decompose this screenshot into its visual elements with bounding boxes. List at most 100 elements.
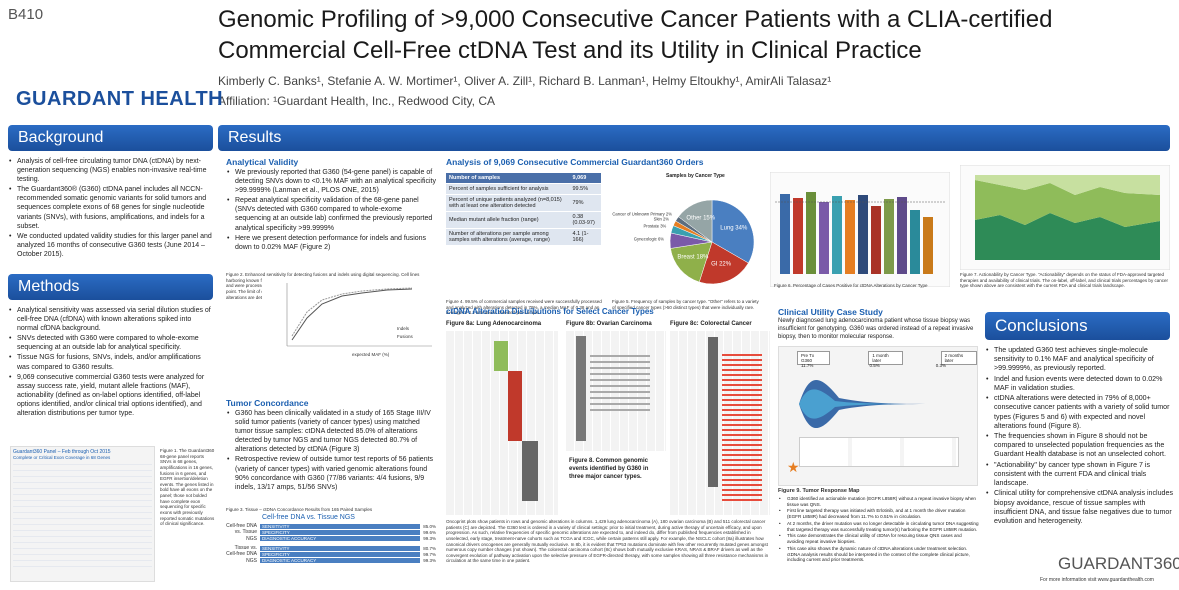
metric-name: SPECIFICITY (262, 530, 290, 535)
methods-bullet: 9,069 consecutive commercial G360 tests … (8, 373, 213, 418)
concordance-group: Tissue vs. Cell-free DNA NGS SENSITIVITY… (226, 545, 436, 564)
sensitivity-plot: Indels Fusions expected MAF (%) (262, 278, 437, 360)
gene-panel-subtitle: Complete or Critical Exon Coverage in 68… (13, 455, 111, 460)
methods-bullet: Tissue NGS for fusions, SNVs, indels, an… (8, 353, 213, 371)
concordance-group: Cell-free DNA vs. Tissue NGS SENSITIVITY… (226, 523, 436, 542)
pie-label: GI 22% (711, 261, 732, 267)
pie-label: Cancer of Unknown Primary 2% (612, 211, 672, 216)
fig8b-title: Figure 8b: Ovarian Carcinoma (566, 321, 652, 327)
background-heading: Background (8, 125, 213, 151)
fig3-caption: Figure 3. Tissue – ctDNA Concordance Res… (226, 507, 373, 512)
gene-panel-title: Guardant360 Panel – Feb through Oct 2015 (13, 449, 111, 455)
timeline-2m: 2 months later (940, 351, 977, 365)
tumor-response-map: Pre Tx G360 1 month later 2 months later… (778, 346, 978, 486)
conclusions-heading: Conclusions (985, 312, 1170, 340)
analytical-list: We previously reported that G360 (54-gen… (226, 168, 436, 253)
metric-value: 80.7% (420, 546, 436, 551)
oncoprint-lung (446, 331, 558, 515)
maf-2m: 0.3% (935, 363, 946, 368)
oncoprint-colorectal (670, 331, 770, 515)
methods-list: Analytical sensitivity was assessed via … (8, 306, 213, 419)
response-stream (799, 379, 939, 429)
star-icon: ★ (787, 459, 800, 475)
pie-slice-other (678, 199, 713, 243)
maf-1m: 0.5% (869, 363, 880, 368)
fig3-title: Cell-free DNA vs. Tissue NGS (262, 514, 355, 521)
oncoprint-ovarian (566, 331, 666, 451)
metric-name: DIAGNOSTIC ACCURACY (262, 558, 317, 563)
guardant360-logo: GUARDANT360 (1058, 554, 1179, 573)
fig7-caption: Figure 7. Actionability by Cancer Type. … (960, 272, 1168, 289)
case-list: G360 identified an actionable mutation (… (778, 496, 980, 564)
case-intro: Newly diagnosed lung adenocarcinoma pati… (778, 318, 974, 340)
metric-value: 85.0% (420, 524, 436, 529)
table-cell: 99.5% (569, 183, 601, 195)
timeline-pre: Pre Tx G360 (797, 351, 831, 365)
case-bullet: At 2 months, the driver mutation was no … (778, 521, 980, 532)
positive-rate-chart (770, 172, 950, 287)
metric-name: SENSITIVITY (262, 546, 290, 551)
concordance-bullet: Retrospective review of outside tumor te… (226, 455, 436, 491)
conclusion-bullet: The updated G360 test achieves single-mo… (985, 346, 1173, 374)
analytical-validity-heading: Analytical Validity (226, 157, 299, 167)
on-label-area (975, 213, 1160, 260)
group-label: Tissue vs. Cell-free DNA NGS (226, 545, 257, 564)
table-cell: 9,069 (569, 173, 601, 184)
indels-line (291, 288, 413, 341)
fig4-caption: Figure 4. 99.5% of commercial samples re… (446, 299, 602, 316)
results-heading: Results (218, 125, 1170, 151)
pie-slice-breast (670, 241, 713, 283)
pie-label: Breast 18% (677, 254, 709, 260)
metric-value: 99.6% (420, 530, 436, 535)
table-cell: 0.38 (0.03-97) (569, 211, 601, 229)
case-bullet: This case also shows the dynamic nature … (778, 546, 980, 563)
legend-fusions: Fusions (397, 334, 414, 339)
fig8-note: Figure 8. Common genomic events identifi… (569, 458, 649, 480)
group-label: Cell-free DNA vs. Tissue NGS (226, 523, 257, 542)
trials-area (975, 175, 1160, 195)
distribution-heading: ctDNA Alteration Distributions for Selec… (446, 307, 654, 316)
authors: Kimberly C. Banks¹, Stefanie A. W. Morti… (218, 74, 832, 88)
timeline-1m: 1 month later (868, 351, 903, 365)
methods-bullet: SNVs detected with G360 were compared to… (8, 334, 213, 352)
fig5-caption: Figure 5. Frequency of samples by cancer… (612, 299, 759, 310)
case-bullet: This case demonstrates the clinical util… (778, 533, 980, 544)
analytical-bullet: Here we present detection performance fo… (226, 234, 436, 252)
pie-label: Lung 34% (720, 225, 748, 231)
pie-slice-gi (698, 241, 749, 285)
concordance-bullet: G360 has been clinically validated in a … (226, 409, 436, 454)
pie-slice-lung (711, 199, 755, 264)
concordance-table: Cell-free DNA vs. Tissue NGS SENSITIVITY… (226, 523, 436, 564)
cancer-type-pie: Lung 34% GI 22%Breast 18% Gynecologic 6% Pr… (612, 199, 755, 285)
table-cell: Number of samples (446, 173, 570, 184)
analysis-table: Number of samples 9,069 Percent of sample… (446, 173, 601, 246)
table-cell: Percent of samples sufficient for analys… (446, 183, 570, 195)
maf-pre: 11.7% (801, 363, 814, 368)
fusions-line (291, 287, 413, 337)
concordance-list: G360 has been clinically validated in a … (226, 409, 436, 493)
case-bullet: First line targeted therapy was initiate… (778, 508, 980, 519)
poster-id: B410 (8, 6, 44, 23)
case-bullet: G360 identified an actionable mutation (… (778, 496, 980, 507)
table-cell: Median mutant allele fraction (range) (446, 211, 570, 229)
affiliation: Affiliation: ¹Guardant Health, Inc., Red… (218, 94, 496, 108)
pie-label: Skin 2% (654, 217, 670, 222)
fig6-caption: Figure 6. Percentage of Cases Positive f… (774, 283, 928, 288)
background-list: Analysis of cell-free circulating tumor … (8, 157, 213, 260)
legend-indels: Indels (397, 326, 410, 331)
pie-title: Samples by Cancer Type (666, 173, 725, 179)
off-label-area (975, 180, 1160, 227)
table-cell: Number of alterations per sample among s… (446, 228, 570, 246)
analysis-heading: Analysis of 9,069 Consecutive Commercial… (446, 157, 704, 167)
fig9-caption: Figure 9. Tumor Response Map (778, 488, 860, 494)
fig8a-title: Figure 8a: Lung Adenocarcinoma (446, 321, 542, 327)
metric-name: SENSITIVITY (262, 524, 290, 529)
background-bullet: The Guardant360® (G360) ctDNA panel incl… (8, 185, 213, 230)
background-bullet: We conducted updated validity studies fo… (8, 232, 213, 259)
analytical-bullet: Repeat analytical specificity validation… (226, 196, 436, 232)
footer-link[interactable]: For more information visit www.guardanth… (1040, 577, 1154, 583)
background-bullet: Analysis of cell-free circulating tumor … (8, 157, 213, 184)
metric-value: 99.3% (420, 558, 436, 563)
fig8-caption: Oncoprint plots show patients in rows an… (446, 519, 769, 564)
metric-value: 99.7% (420, 552, 436, 557)
